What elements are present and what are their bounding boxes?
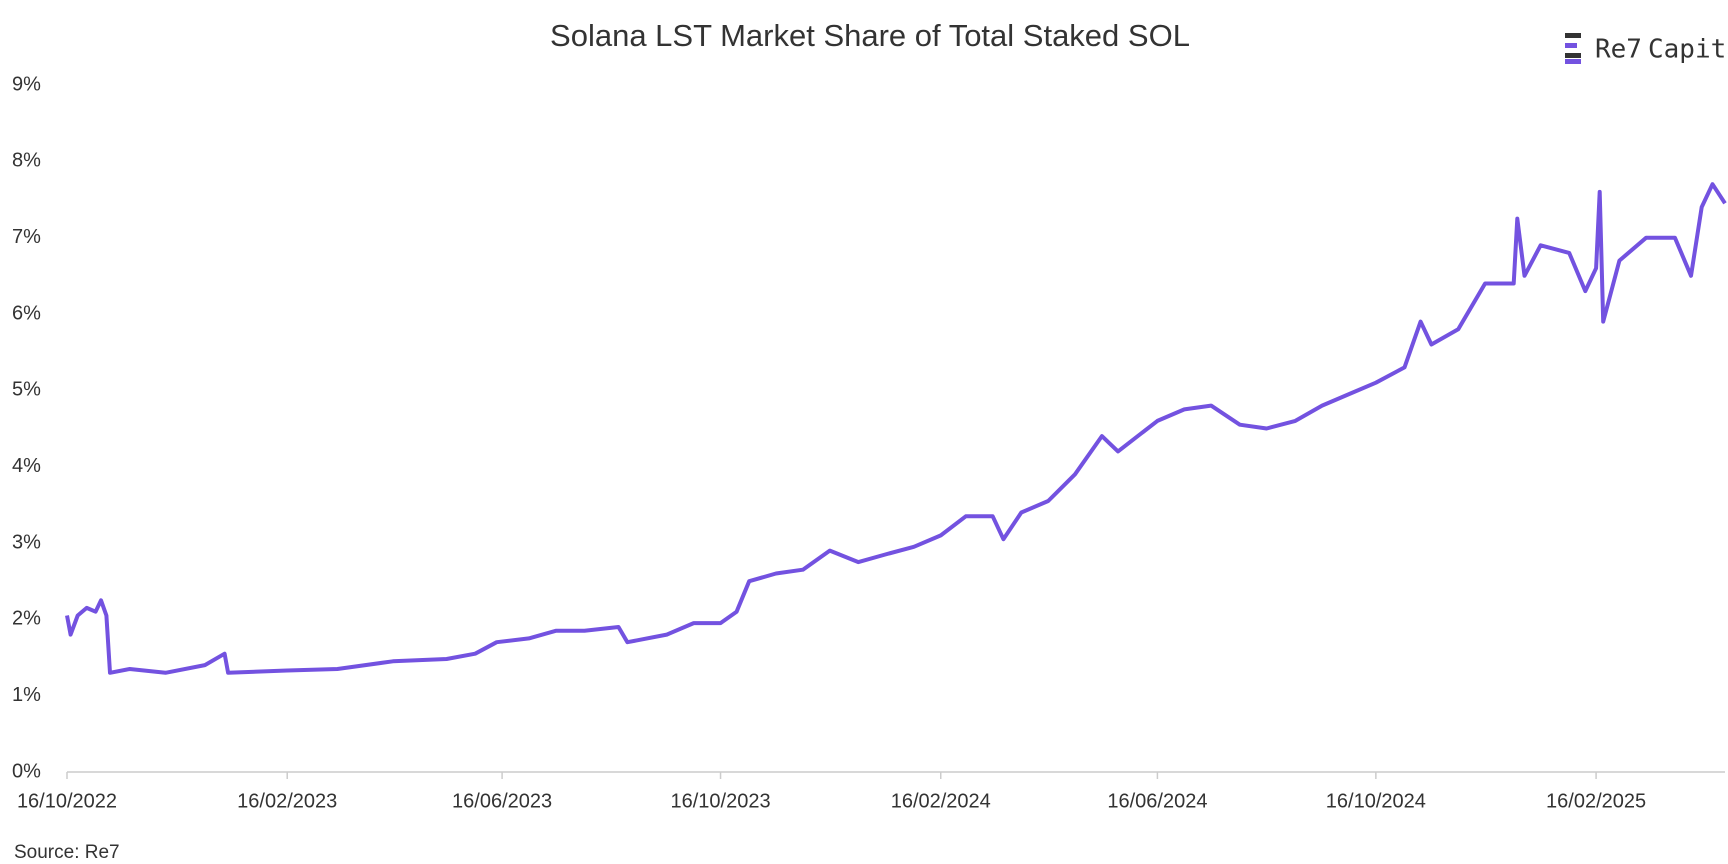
- logo: Re7 Capital: [1565, 33, 1728, 65]
- y-tick-label: 1%: [12, 684, 41, 706]
- x-tick-label: 16/02/2024: [891, 790, 991, 812]
- y-tick-label: 2%: [12, 608, 41, 630]
- logo-bar: [1565, 59, 1581, 64]
- logo-bar: [1565, 33, 1581, 38]
- y-tick-label: 7%: [12, 226, 41, 248]
- y-tick-label: 5%: [12, 379, 41, 401]
- logo-bar: [1565, 53, 1581, 58]
- chart-title: Solana LST Market Share of Total Staked …: [550, 18, 1190, 53]
- x-tick-label: 16/10/2023: [670, 790, 770, 812]
- x-tick-label: 16/10/2024: [1326, 790, 1426, 812]
- y-tick-label: 9%: [12, 73, 41, 95]
- logo-bar: [1565, 43, 1577, 48]
- y-tick-label: 8%: [12, 150, 41, 172]
- series-line: [65, 182, 1727, 675]
- y-tick-label: 6%: [12, 302, 41, 324]
- x-tick-label: 16/02/2025: [1546, 790, 1646, 812]
- x-tick-label: 16/10/2022: [17, 790, 117, 812]
- y-tick-label: 3%: [12, 531, 41, 553]
- y-tick-label: 4%: [12, 455, 41, 477]
- x-tick-label: 16/06/2023: [452, 790, 552, 812]
- x-tick-label: 16/02/2023: [237, 790, 337, 812]
- logo-name: Re7: [1595, 35, 1642, 65]
- x-tick-label: 16/06/2024: [1107, 790, 1207, 812]
- y-tick-label: 0%: [12, 760, 41, 782]
- source-note: Source: Re7: [14, 842, 120, 863]
- logo-suffix: Capital: [1648, 35, 1728, 65]
